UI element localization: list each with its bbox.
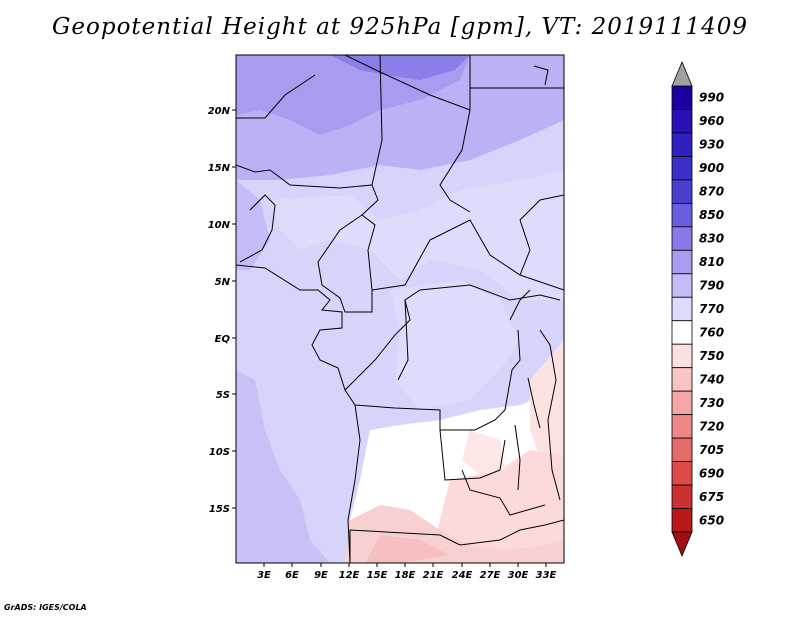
lat-label-10n: 10N: [208, 220, 231, 231]
colorbar-swatch: [671, 508, 693, 533]
colorbar-label: 960: [699, 114, 724, 128]
colorbar-swatch: [671, 343, 693, 369]
lat-label-eq: EQ: [215, 334, 231, 345]
colorbar-label: 870: [699, 185, 724, 199]
lon-label-21e: 21E: [423, 570, 444, 581]
lon-label-15e: 15E: [367, 570, 388, 581]
colorbar-label: 930: [699, 138, 724, 152]
colorbar-labels: 990 960 930 900 870 850 830 810 790 770 760 750 740 7…: [699, 91, 724, 528]
colorbar-label: 760: [699, 325, 724, 339]
colorbar-swatch: [671, 461, 693, 486]
colorbar-swatch: [671, 249, 693, 275]
colorbar-label: 730: [699, 396, 724, 410]
colorbar-swatch: [671, 156, 693, 181]
lat-label-5n: 5N: [215, 277, 231, 288]
lat-label-10s: 10S: [209, 447, 230, 458]
colorbar-label: 750: [699, 349, 724, 363]
lon-label-30e: 30E: [508, 570, 529, 581]
colorbar-swatch: [671, 320, 693, 345]
colorbar-label: 850: [699, 208, 724, 222]
chart-title: Geopotential Height at 925hPa [gpm], VT:…: [52, 14, 748, 40]
colorbar-label: 810: [699, 255, 724, 269]
country-borders: [236, 55, 564, 563]
lon-label-9e: 9E: [314, 570, 328, 581]
colorbar-swatch: [671, 437, 693, 462]
lat-label-15n: 15N: [208, 163, 231, 174]
colorbar-label: 900: [699, 161, 724, 175]
lon-label-27e: 27E: [480, 570, 501, 581]
colorbar-label: 990: [699, 91, 724, 105]
colorbar-swatch: [671, 109, 693, 134]
colorbar-label: 770: [699, 302, 724, 316]
colorbar-label: 705: [699, 443, 724, 457]
colorbar-label: 720: [699, 419, 724, 433]
lon-label-12e: 12E: [339, 570, 360, 581]
colorbar-swatch: [671, 226, 693, 251]
lon-label-33e: 33E: [536, 570, 557, 581]
colorbar-swatch: [671, 202, 693, 228]
colorbar-swatch: [671, 132, 693, 157]
map-frame: [235, 54, 565, 564]
lon-label-6e: 6E: [285, 570, 299, 581]
credit-text: GrADS: IGES/COLA: [4, 603, 87, 612]
colorbar-swatch: [671, 85, 693, 110]
colorbar-swatch: [671, 179, 693, 204]
colorbar-swatch: [671, 367, 693, 392]
colorbar-swatches: [671, 85, 693, 533]
colorbar-swatch: [671, 484, 693, 509]
colorbar-swatch: [671, 390, 693, 416]
lat-label-20n: 20N: [208, 106, 231, 117]
latitude-axis: 20N 15N 10N 5N EQ 5S 10S 15S: [208, 106, 236, 515]
lat-label-5s: 5S: [216, 390, 230, 401]
colorbar-label: 830: [699, 232, 724, 246]
colorbar-min-arrow: [671, 531, 693, 558]
colorbar-swatch: [671, 273, 693, 298]
colorbar-label: 675: [699, 490, 724, 504]
colorbar-label: 740: [699, 372, 724, 386]
lat-label-15s: 15S: [209, 504, 230, 515]
colorbar-label: 650: [699, 513, 724, 527]
colorbar-label: 690: [699, 466, 724, 480]
height-field: [236, 55, 564, 563]
longitude-axis: 3E 6E 9E 12E 15E 18E 21E 24E 27E 30E 33E: [257, 563, 557, 581]
colorbar-swatch: [671, 296, 693, 322]
lon-label-3e: 3E: [257, 570, 271, 581]
colorbar-swatch: [671, 414, 693, 439]
lon-label-18e: 18E: [395, 570, 416, 581]
colorbar-label: 790: [699, 279, 724, 293]
lon-label-24e: 24E: [452, 570, 473, 581]
colorbar-max-arrow: [671, 60, 693, 87]
